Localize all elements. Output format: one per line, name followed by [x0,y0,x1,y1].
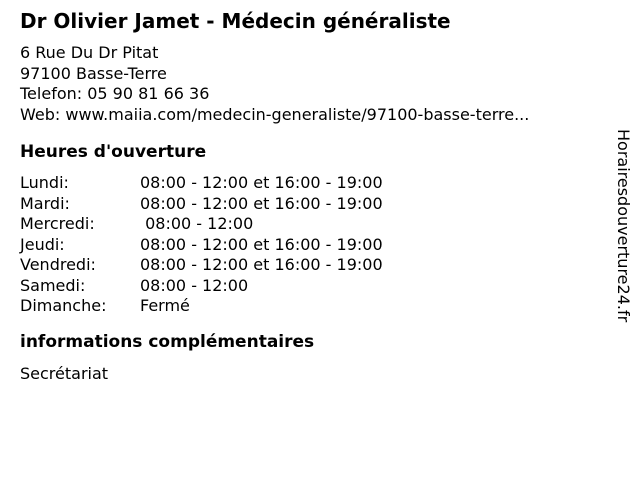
day-label: Mardi: [20,193,70,213]
extra-info-text: Secrétariat [20,364,109,383]
website-link[interactable]: Web: www.maiia.com/medecin-generaliste/9… [20,104,530,124]
day-label: Jeudi: [20,234,65,254]
day-label: Lundi: [20,173,69,192]
phone-line: Telefon: 05 90 81 66 36 [20,84,210,103]
day-label: Mercredi: [20,214,95,233]
address-city: 97100 Basse-Terre [20,63,167,83]
day-label: Dimanche: [20,296,107,315]
hours-table: Lundi: 08:00 - 12:00 et 16:00 - 19:00 Ma… [20,173,383,317]
hours-row-saturday: Samedi: 08:00 - 12:00 [20,276,383,297]
hours-heading: Heures d'ouverture [20,142,207,162]
hours-row-thursday: Jeudi: 08:00 - 12:00 et 16:00 - 19:00 [20,235,383,256]
hours-row-monday: Lundi: 08:00 - 12:00 et 16:00 - 19:00 [20,173,383,194]
extra-info-heading: informations complémentaires [20,332,315,352]
address-street: 6 Rue Du Dr Pitat [20,43,159,62]
day-hours: 08:00 - 12:00 [140,214,254,233]
day-hours: 08:00 - 12:00 et 16:00 - 19:00 [140,193,383,213]
day-hours: 08:00 - 12:00 et 16:00 - 19:00 [140,234,383,254]
hours-row-wednesday: Mercredi: 08:00 - 12:00 [20,214,383,235]
address-block: 6 Rue Du Dr Pitat 97100 Basse-Terre Tele… [20,43,529,125]
day-hours: 08:00 - 12:00 et 16:00 - 19:00 [140,255,383,274]
page-title: Dr Olivier Jamet - Médecin généraliste [20,9,451,33]
day-label: Samedi: [20,275,86,295]
day-hours: 08:00 - 12:00 et 16:00 - 19:00 [140,173,383,192]
day-hours: Fermé [140,296,190,315]
hours-row-friday: Vendredi: 08:00 - 12:00 et 16:00 - 19:00 [20,255,383,276]
hours-row-sunday: Dimanche: Fermé [20,296,383,317]
day-label: Vendredi: [20,255,96,274]
hours-row-tuesday: Mardi: 08:00 - 12:00 et 16:00 - 19:00 [20,194,383,215]
watermark-site-name: Horairesdouverture24.fr [614,129,633,323]
day-hours: 08:00 - 12:00 [140,275,249,295]
